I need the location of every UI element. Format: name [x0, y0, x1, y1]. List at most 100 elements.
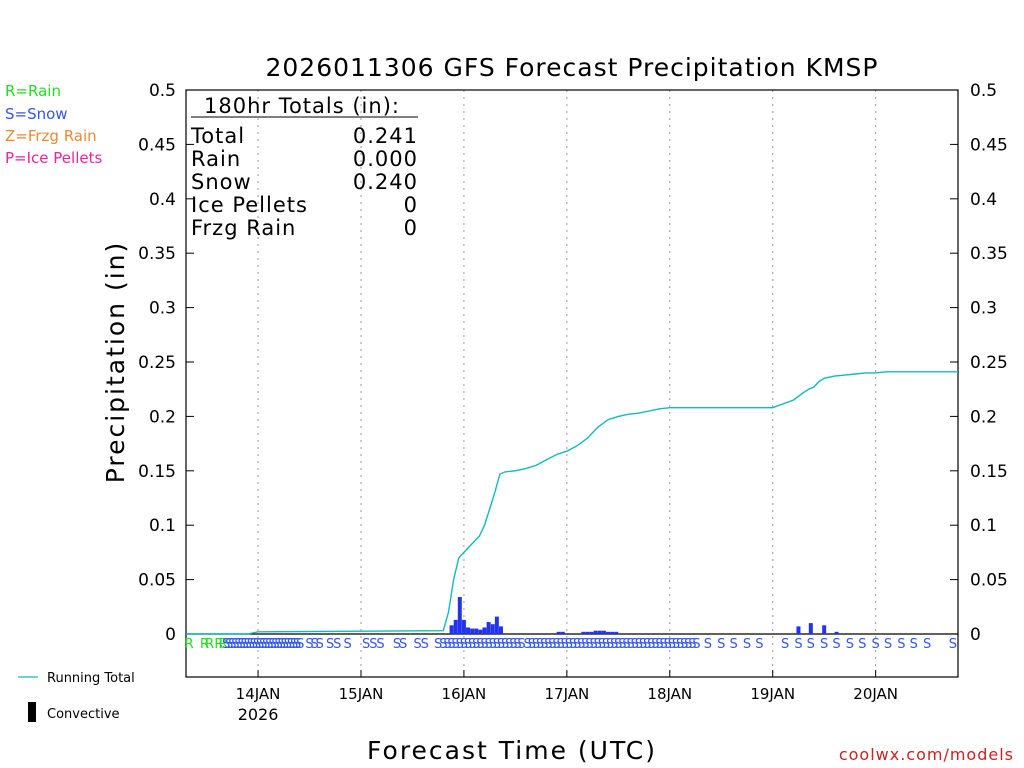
snow-mark: S [717, 637, 725, 652]
snow-mark: S [333, 637, 341, 652]
snow-mark: S [820, 637, 828, 652]
precip-bar [461, 619, 466, 634]
snow-mark: S [639, 637, 647, 652]
precip-bar [478, 629, 483, 634]
legend-rain: R=Rain [5, 82, 61, 100]
snow-mark: S [573, 637, 581, 652]
snow-mark: S [729, 637, 737, 652]
legend-frzg-rain: Z=Frzg Rain [5, 127, 97, 145]
snow-mark: S [540, 637, 548, 652]
rain-mark: R [185, 637, 194, 652]
snow-mark: S [250, 637, 258, 652]
precip-bar [490, 624, 495, 634]
snow-mark: S [680, 637, 688, 652]
totals-label: Frzg Rain [191, 216, 296, 240]
snow-mark: S [627, 637, 635, 652]
x-tick-label: 20JAN [853, 685, 898, 703]
precip-bars [449, 597, 839, 634]
y-ticks: 0 00.05 0.050.1 0.10.15 0.150.2 0.20.25 0.250.… [138, 81, 1008, 645]
x-tick-label: 18JAN [647, 685, 692, 703]
running-total-line [186, 371, 958, 635]
y-tick-label-left: 0.3 [149, 299, 176, 319]
snow-mark: S [594, 637, 602, 652]
snow-mark: S [684, 637, 692, 652]
legend-running-total: Running Total [47, 671, 135, 686]
precip-bar [585, 631, 590, 634]
snow-mark: S [452, 637, 460, 652]
snow-mark: S [651, 637, 659, 652]
snow-mark: S [268, 637, 276, 652]
snow-mark: S [614, 637, 622, 652]
snow-mark: S [858, 637, 866, 652]
snow-mark: S [606, 637, 614, 652]
y-tick-label-left: 0.2 [149, 407, 176, 427]
precip-bar [449, 625, 454, 634]
snow-mark: S [362, 637, 370, 652]
x-ticks: 14JAN 15JAN 16JAN 17JAN 18JAN 19JAN 20JAN 2026 [236, 670, 898, 724]
totals-value: 0.241 [353, 124, 418, 148]
snow-mark: S [524, 637, 532, 652]
snow-mark: S [692, 637, 700, 652]
snow-mark: S [872, 637, 880, 652]
convective-swatch [28, 702, 36, 722]
x-tick-label: 14JAN [236, 685, 281, 703]
y-tick-label-right: 0.35 [970, 244, 1008, 264]
snow-mark: S [598, 637, 606, 652]
snow-mark: S [569, 637, 577, 652]
snow-mark: S [557, 637, 565, 652]
precip-bar [498, 626, 503, 634]
snow-mark: S [262, 637, 270, 652]
snow-mark: S [290, 637, 298, 652]
x-tick-label: 16JAN [442, 685, 487, 703]
snow-mark: S [393, 637, 401, 652]
snow-mark: S [493, 637, 501, 652]
snow-mark: S [225, 637, 233, 652]
snow-mark: S [897, 637, 905, 652]
x-tick-label: 19JAN [750, 685, 795, 703]
snow-mark: S [472, 637, 480, 652]
snow-mark: S [664, 637, 672, 652]
snow-mark: S [443, 637, 451, 652]
snow-mark: S [228, 637, 236, 652]
precip-bar [470, 628, 475, 634]
totals-box: 180hr Totals (in): Total 0.241 Rain 0.000 Sn… [190, 94, 418, 240]
snow-mark: S [456, 637, 464, 652]
y-tick-label-left: 0.35 [138, 244, 176, 264]
legend-convective: Convective [47, 707, 120, 722]
snow-mark: S [781, 637, 789, 652]
y-tick-label-right: 0.45 [970, 135, 1008, 155]
precip-bar [560, 631, 565, 634]
precip-bar [808, 623, 813, 634]
totals-header: 180hr Totals (in): [204, 94, 400, 118]
snow-mark: S [296, 637, 304, 652]
snow-mark: S [468, 637, 476, 652]
x-axis-label: Forecast Time (UTC) [367, 736, 657, 765]
precip-bar [601, 630, 606, 634]
snow-mark: S [284, 637, 292, 652]
y-tick-label-right: 0.2 [970, 407, 997, 427]
y-tick-label-right: 0.25 [970, 353, 1008, 373]
snow-mark: S [949, 637, 957, 652]
precip-bar [453, 619, 458, 634]
snow-mark: S [278, 637, 286, 652]
y-tick-label-left: 0.1 [149, 516, 176, 536]
y-tick-label-right: 0.15 [970, 462, 1008, 482]
totals-label: Rain [191, 147, 241, 171]
type-legend: R=Rain S=Snow Z=Frzg Rain P=Ice Pellets [5, 82, 102, 167]
snow-mark: S [509, 637, 517, 652]
snow-mark: S [484, 637, 492, 652]
y-tick-label-right: 0.5 [970, 81, 997, 101]
snow-mark: S [704, 637, 712, 652]
precip-bar [589, 631, 594, 634]
y-tick-label-left: 0.45 [138, 135, 176, 155]
precip-bar [834, 631, 839, 634]
snow-mark: S [544, 637, 552, 652]
snow-mark: S [293, 637, 301, 652]
snow-mark: S [532, 637, 540, 652]
precip-bar [474, 628, 479, 634]
snow-mark: S [602, 637, 610, 652]
y-tick-label-left: 0.5 [149, 81, 176, 101]
snow-mark: S [316, 637, 324, 652]
